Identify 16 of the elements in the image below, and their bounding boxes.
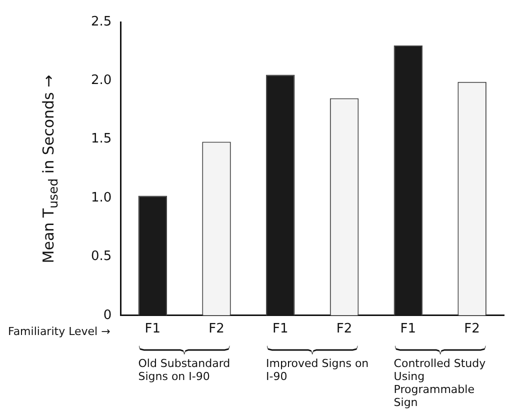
x-tick-label: F2	[464, 322, 480, 337]
y-tick-label: 0	[103, 308, 112, 323]
text: Old Substandard Signs on I-90	[138, 357, 232, 383]
x-tick-label: F2	[336, 322, 352, 337]
y-tick-label: 1.0	[90, 190, 112, 206]
y-tick-label: 2.5	[90, 14, 112, 30]
text: Controlled Study Using Programmable Sign	[394, 357, 487, 409]
y-tick-label: 0.5	[90, 249, 112, 264]
text: Improved Signs on I-90	[266, 357, 370, 383]
y-tick-label: 2.0	[90, 73, 112, 88]
text: Familiarity Level →	[8, 325, 110, 338]
x-tick-label: F2	[208, 322, 224, 337]
x-tick-label: F1	[272, 322, 288, 337]
x-tick-label: F1	[400, 322, 416, 337]
x-tick-label: F1	[144, 322, 160, 337]
y-tick-label: 1.5	[90, 132, 112, 147]
